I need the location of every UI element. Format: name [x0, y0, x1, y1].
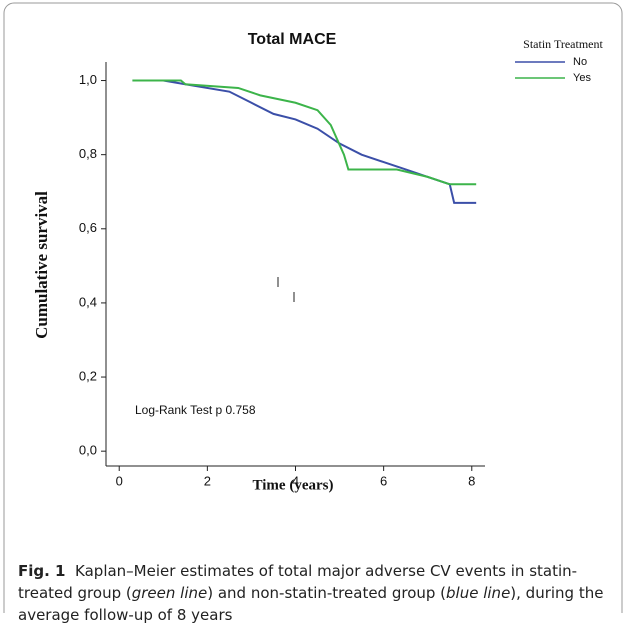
y-tick-label: 0,6	[79, 220, 97, 235]
y-axis-label: Cumulative survival	[32, 191, 51, 339]
x-tick-label: 8	[468, 473, 475, 488]
x-tick-label: 2	[204, 473, 211, 488]
y-tick-label: 0,2	[79, 368, 97, 383]
x-tick-label: 4	[292, 473, 299, 488]
y-tick-label: 0,8	[79, 146, 97, 161]
caption: Fig. 1 Kaplan–Meier estimates of total m…	[18, 560, 613, 626]
caption-label: Fig. 1	[18, 562, 66, 580]
x-tick-label: 0	[116, 473, 123, 488]
legend-label: Yes	[573, 72, 591, 84]
caption-text: blue line	[446, 584, 511, 602]
y-tick-label: 1,0	[79, 72, 97, 87]
legend-label: No	[573, 56, 587, 68]
survival-line	[132, 79, 477, 186]
survival-line	[132, 79, 477, 204]
frame	[3, 2, 623, 613]
caption-text: green line	[131, 584, 208, 602]
annotation: Log-Rank Test p 0.758	[135, 403, 256, 417]
page: {"chart_data": {"type": "line", "title":…	[3, 2, 623, 624]
chart-title: Total MACE	[248, 31, 337, 48]
legend-title: Statin Treatment	[523, 37, 603, 51]
x-tick-label: 6	[380, 473, 387, 488]
chart: Total MACE Time (years) Cumulative survi…	[3, 2, 623, 613]
caption-text: Kaplan–Meier estimates of total major ad…	[18, 562, 578, 602]
x-axis-label: Time (years)	[253, 477, 334, 493]
y-tick-label: 0,4	[79, 294, 97, 309]
y-tick-label: 0,0	[79, 443, 97, 458]
caption-text: ) and non-statin-treated group (	[207, 584, 447, 602]
